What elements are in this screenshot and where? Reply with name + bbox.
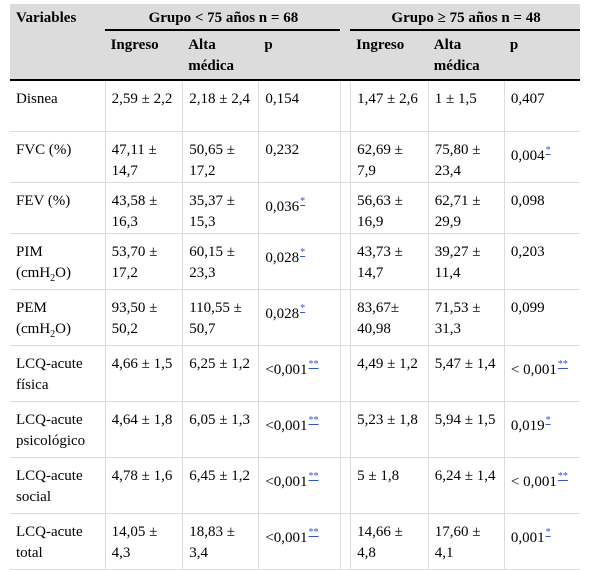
table-row: LCQ-acute social 4,78 ± 1,6 6,45 ± 1,2 <0,0… [10, 458, 580, 514]
g2-ingreso-cell: 5 ± 1,8 [350, 458, 428, 514]
variable-name: LCQ-acute total [10, 514, 105, 570]
g1-ingreso-cell: 14,05 ± 4,3 [104, 514, 183, 570]
g1-ingreso-cell: 4,64 ± 1,8 [104, 402, 183, 458]
g1-alta-cell: 6,25 ± 1,2 [182, 346, 259, 402]
g2-alta-header: Alta médica [427, 31, 504, 81]
significance-marker[interactable]: * [300, 196, 306, 207]
g2-alta-cell: 75,80 ± 23,4 [427, 132, 504, 183]
g1-ingreso-cell: 47,11 ± 14,7 [104, 132, 183, 183]
g1-alta-cell: 60,15 ± 23,3 [182, 234, 259, 290]
g1-alta-cell: 110,55 ± 50,7 [182, 290, 259, 346]
table-row: PIM (cmH2O) 53,70 ± 17,2 60,15 ± 23,3 0,028… [10, 234, 580, 290]
g1-p-cell: 0,232 [258, 132, 341, 183]
g1-p-cell: <0,001** [258, 346, 341, 402]
variable-name: LCQ-acute psicológico [10, 402, 105, 458]
g1-ingreso-cell: 43,58 ± 16,3 [104, 183, 183, 234]
g2-p-cell: 0,004* [503, 132, 580, 183]
g1-alta-cell: 6,05 ± 1,3 [182, 402, 259, 458]
significance-marker[interactable]: * [300, 247, 306, 258]
g2-ingreso-header: Ingreso [350, 31, 428, 81]
g1-p-cell: 0,028* [258, 290, 341, 346]
variable-name: LCQ-acute social [10, 458, 105, 514]
significance-marker[interactable]: * [545, 527, 551, 538]
g2-ingreso-cell: 62,69 ± 7,9 [350, 132, 428, 183]
g1-ingreso-cell: 2,59 ± 2,2 [104, 81, 183, 132]
g2-alta-cell: 5,94 ± 1,5 [427, 402, 504, 458]
g1-ingreso-cell: 4,78 ± 1,6 [104, 458, 183, 514]
g2-ingreso-cell: 5,23 ± 1,8 [350, 402, 428, 458]
g1-p-cell: <0,001** [258, 402, 341, 458]
significance-marker[interactable]: ** [308, 415, 319, 426]
significance-marker[interactable]: ** [308, 359, 319, 370]
g2-ingreso-cell: 1,47 ± 2,6 [350, 81, 428, 132]
variable-name: LCQ-acute física [10, 346, 105, 402]
g2-ingreso-cell: 83,67± 40,98 [350, 290, 428, 346]
variable-name: FEV (%) [10, 183, 105, 234]
g1-ingreso-cell: 93,50 ± 50,2 [104, 290, 183, 346]
g1-alta-cell: 35,37 ± 15,3 [182, 183, 259, 234]
g2-alta-cell: 1 ± 1,5 [427, 81, 504, 132]
g2-alta-cell: 71,53 ± 31,3 [427, 290, 504, 346]
group1-header: Grupo < 75 años n = 68 [104, 4, 341, 31]
table-row: PEM (cmH2O) 93,50 ± 50,2 110,55 ± 50,7 0,02… [10, 290, 580, 346]
g1-alta-cell: 6,45 ± 1,2 [182, 458, 259, 514]
g1-p-cell: 0,036* [258, 183, 341, 234]
table-row: FVC (%) 47,11 ± 14,7 50,65 ± 17,2 0,232 62,6… [10, 132, 580, 183]
results-table: Variables Grupo < 75 años n = 68 Grupo ≥… [10, 4, 580, 570]
variable-name: Disnea [10, 81, 105, 132]
g1-ingreso-cell: 4,66 ± 1,5 [104, 346, 183, 402]
g1-p-header: p [258, 31, 341, 81]
g2-p-cell: 0,099 [503, 290, 580, 346]
g2-alta-cell: 17,60 ± 4,1 [427, 514, 504, 570]
g2-ingreso-cell: 14,66 ± 4,8 [350, 514, 428, 570]
table-row: LCQ-acute psicológico 4,64 ± 1,8 6,05 ± 1,… [10, 402, 580, 458]
g1-ingreso-header: Ingreso [104, 31, 183, 81]
significance-marker[interactable]: ** [308, 471, 319, 482]
significance-marker[interactable]: ** [308, 527, 319, 538]
table-row: FEV (%) 43,58 ± 16,3 35,37 ± 15,3 0,036* 56,… [10, 183, 580, 234]
g2-alta-cell: 5,47 ± 1,4 [427, 346, 504, 402]
group2-header: Grupo ≥ 75 años n = 48 [350, 4, 580, 31]
table-body: Disnea 2,59 ± 2,2 2,18 ± 2,4 0,154 1,47 ± 2,… [10, 81, 580, 570]
g2-p-cell: < 0,001** [503, 458, 580, 514]
table-row: LCQ-acute total 14,05 ± 4,3 18,83 ± 3,4 <0,… [10, 514, 580, 570]
g2-p-header: p [503, 31, 580, 81]
g1-alta-cell: 18,83 ± 3,4 [182, 514, 259, 570]
variable-name: PEM (cmH2O) [10, 290, 105, 346]
g2-p-cell: 0,019* [503, 402, 580, 458]
g2-alta-cell: 62,71 ± 29,9 [427, 183, 504, 234]
g2-p-cell: 0,098 [503, 183, 580, 234]
g2-p-cell: < 0,001** [503, 346, 580, 402]
significance-marker[interactable]: ** [557, 359, 568, 370]
significance-marker[interactable]: * [545, 145, 551, 156]
variables-header: Variables [10, 4, 105, 31]
significance-marker[interactable]: * [300, 303, 306, 314]
g2-alta-cell: 6,24 ± 1,4 [427, 458, 504, 514]
g2-p-cell: 0,001* [503, 514, 580, 570]
table-row: Disnea 2,59 ± 2,2 2,18 ± 2,4 0,154 1,47 ± 2,… [10, 81, 580, 132]
significance-marker[interactable]: ** [557, 471, 568, 482]
g1-p-cell: <0,001** [258, 458, 341, 514]
g1-p-cell: 0,154 [258, 81, 341, 132]
g2-ingreso-cell: 56,63 ± 16,9 [350, 183, 428, 234]
g2-alta-cell: 39,27 ± 11,4 [427, 234, 504, 290]
g1-ingreso-cell: 53,70 ± 17,2 [104, 234, 183, 290]
g1-alta-cell: 50,65 ± 17,2 [182, 132, 259, 183]
g2-p-cell: 0,407 [503, 81, 580, 132]
g1-p-cell: <0,001** [258, 514, 341, 570]
table-row: LCQ-acute física 4,66 ± 1,5 6,25 ± 1,2 <0,0… [10, 346, 580, 402]
g2-ingreso-cell: 43,73 ± 14,7 [350, 234, 428, 290]
variable-name: PIM (cmH2O) [10, 234, 105, 290]
g1-alta-header: Alta médica [182, 31, 259, 81]
g1-alta-cell: 2,18 ± 2,4 [182, 81, 259, 132]
significance-marker[interactable]: * [545, 415, 551, 426]
g2-p-cell: 0,203 [503, 234, 580, 290]
g2-ingreso-cell: 4,49 ± 1,2 [350, 346, 428, 402]
g1-p-cell: 0,028* [258, 234, 341, 290]
variable-name: FVC (%) [10, 132, 105, 183]
